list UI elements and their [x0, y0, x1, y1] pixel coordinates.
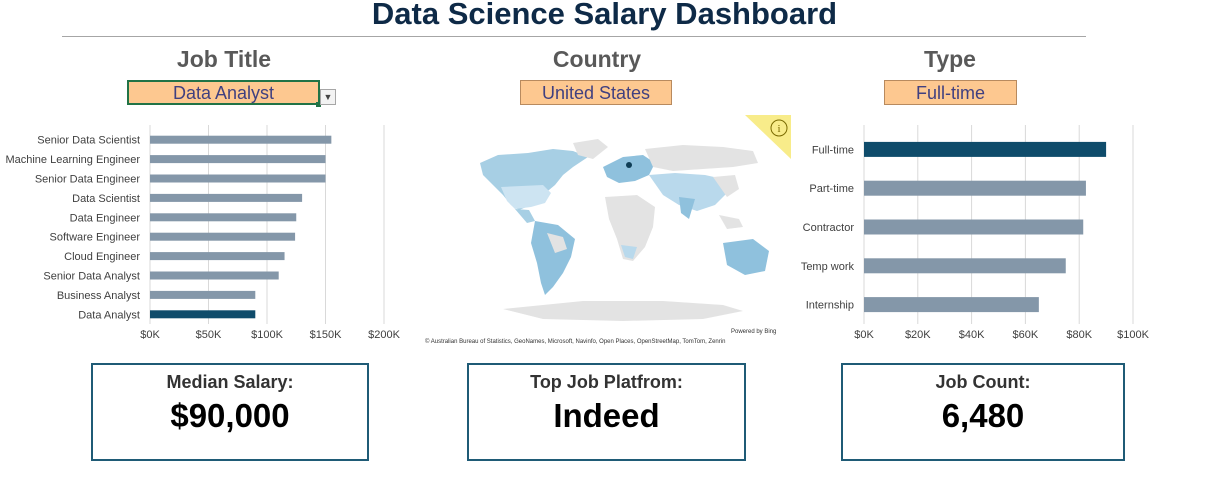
- category-label: Full-time: [812, 144, 854, 156]
- category-label: Internship: [806, 300, 854, 312]
- selection-handle[interactable]: [316, 102, 321, 107]
- bar-part-time[interactable]: [864, 180, 1086, 196]
- median-salary-label: Median Salary:: [166, 372, 294, 392]
- bar-senior-data-engineer[interactable]: [150, 174, 326, 183]
- map-africa: [605, 195, 655, 261]
- category-label: Software Engineer: [50, 232, 141, 244]
- info-icon[interactable]: i: [770, 119, 788, 137]
- map-russia: [645, 145, 758, 171]
- map-south-africa: [621, 245, 637, 259]
- map-credit-top: Powered by Bing: [731, 329, 777, 335]
- type-heading: Type: [924, 46, 976, 72]
- country-filter[interactable]: United States: [520, 80, 672, 105]
- x-tick-label: $0K: [854, 329, 874, 341]
- map-highlight-marker: [626, 162, 632, 168]
- map-central-america: [515, 209, 535, 223]
- category-label: Part-time: [809, 183, 854, 195]
- country-heading: Country: [552, 46, 642, 72]
- map-india: [679, 197, 695, 219]
- bar-senior-data-analyst[interactable]: [150, 271, 279, 280]
- x-tick-label: $20K: [905, 329, 931, 341]
- map-southeast-asia: [719, 215, 743, 229]
- map-europe: [603, 155, 655, 183]
- x-tick-label: $80K: [1066, 329, 1092, 341]
- bar-cloud-engineer[interactable]: [150, 252, 285, 261]
- bar-software-engineer[interactable]: [150, 232, 296, 241]
- category-label: Temp work: [801, 261, 855, 273]
- world-map-graphic: [480, 139, 769, 321]
- svg-text:i: i: [777, 123, 780, 135]
- type-salary-chart: $0K $20K $40K $60K $80K $100K Full-time Part-ti…: [801, 125, 1150, 341]
- x-tick-label: $200K: [368, 329, 400, 341]
- map-australia: [723, 239, 769, 275]
- map-credit-bottom: © Australian Bureau of Statistics, GeoNa…: [425, 339, 726, 345]
- category-label: Cloud Engineer: [64, 251, 140, 263]
- bar-senior-data-scientist[interactable]: [150, 135, 332, 144]
- bar-temp-work[interactable]: [864, 258, 1066, 274]
- x-tick-label: $60K: [1013, 329, 1039, 341]
- title-divider: [62, 36, 1086, 37]
- bar-contractor[interactable]: [864, 219, 1084, 235]
- job-count-value: 6,480: [941, 397, 1025, 434]
- map-greenland: [573, 139, 608, 159]
- bar-internship[interactable]: [864, 297, 1039, 313]
- world-map[interactable]: Powered by Bing © Australian Bureau of S…: [423, 115, 793, 350]
- job-count-card: Job Count: 6,480: [841, 363, 1125, 461]
- top-platform-card: Top Job Platfrom: Indeed: [467, 363, 746, 461]
- map-east-asia: [713, 175, 739, 197]
- info-flag[interactable]: i: [745, 115, 791, 159]
- median-salary-value: $90,000: [170, 397, 290, 434]
- job-title-salary-chart: $0K $50K $100K $150K $200K Senior Data Scient…: [5, 125, 401, 341]
- dropdown-button[interactable]: ▼: [320, 89, 336, 105]
- dashboard-title: Data Science Salary Dashboard: [371, 0, 838, 31]
- x-tick-label: $40K: [959, 329, 985, 341]
- job-title-filter[interactable]: Data Analyst: [127, 80, 320, 105]
- category-label: Business Analyst: [57, 290, 140, 302]
- map-asia: [649, 173, 727, 211]
- bar-machine-learning-engineer[interactable]: [150, 155, 326, 164]
- x-tick-label: $100K: [1117, 329, 1149, 341]
- category-label: Machine Learning Engineer: [5, 154, 140, 166]
- category-label: Data Scientist: [72, 193, 140, 205]
- category-label: Data Analyst: [78, 309, 140, 321]
- job-title-heading: Job Title: [176, 46, 272, 72]
- category-label: Senior Data Scientist: [37, 135, 140, 147]
- map-us: [501, 185, 551, 209]
- bar-business-analyst[interactable]: [150, 290, 256, 299]
- category-label: Contractor: [803, 222, 855, 234]
- category-label: Senior Data Analyst: [43, 271, 140, 283]
- bar-data-analyst[interactable]: [150, 310, 256, 319]
- top-platform-label: Top Job Platfrom:: [530, 372, 683, 392]
- x-tick-label: $0K: [140, 329, 160, 341]
- category-label: Senior Data Engineer: [35, 174, 141, 186]
- x-tick-label: $100K: [251, 329, 283, 341]
- x-tick-label: $150K: [310, 329, 342, 341]
- type-filter[interactable]: Full-time: [884, 80, 1017, 105]
- bar-full-time[interactable]: [864, 141, 1107, 157]
- job-count-label: Job Count:: [935, 372, 1031, 392]
- chevron-down-icon: ▼: [323, 92, 333, 102]
- x-tick-label: $50K: [196, 329, 222, 341]
- bar-data-scientist[interactable]: [150, 193, 303, 202]
- category-label: Data Engineer: [70, 212, 141, 224]
- median-salary-card: Median Salary: $90,000: [91, 363, 369, 461]
- map-south-america: [531, 221, 575, 295]
- map-south-america-grey: [547, 233, 567, 253]
- top-platform-value: Indeed: [553, 397, 660, 434]
- bar-data-engineer[interactable]: [150, 213, 297, 222]
- map-antarctica: [503, 301, 743, 321]
